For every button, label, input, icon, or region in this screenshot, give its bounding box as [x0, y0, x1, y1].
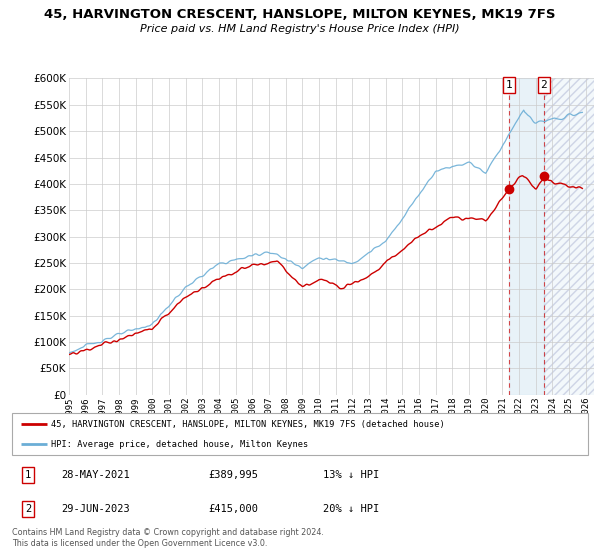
Text: 2: 2 [25, 504, 31, 514]
Bar [509, 78, 544, 395]
Text: 1: 1 [506, 80, 512, 90]
Bar [544, 78, 594, 395]
Text: 28-MAY-2021: 28-MAY-2021 [61, 470, 130, 480]
Text: 13% ↓ HPI: 13% ↓ HPI [323, 470, 379, 480]
Text: 29-JUN-2023: 29-JUN-2023 [61, 504, 130, 514]
Text: 20% ↓ HPI: 20% ↓ HPI [323, 504, 379, 514]
Text: 45, HARVINGTON CRESCENT, HANSLOPE, MILTON KEYNES, MK19 7FS: 45, HARVINGTON CRESCENT, HANSLOPE, MILTO… [44, 8, 556, 21]
Text: Price paid vs. HM Land Registry's House Price Index (HPI): Price paid vs. HM Land Registry's House … [140, 24, 460, 34]
Text: 1: 1 [25, 470, 31, 480]
Text: HPI: Average price, detached house, Milton Keynes: HPI: Average price, detached house, Milt… [51, 440, 308, 449]
Text: 45, HARVINGTON CRESCENT, HANSLOPE, MILTON KEYNES, MK19 7FS (detached house): 45, HARVINGTON CRESCENT, HANSLOPE, MILTO… [51, 420, 445, 429]
Bar [544, 78, 594, 395]
FancyBboxPatch shape [12, 413, 588, 455]
Text: 2: 2 [541, 80, 547, 90]
Text: £415,000: £415,000 [208, 504, 258, 514]
Text: £389,995: £389,995 [208, 470, 258, 480]
Text: Contains HM Land Registry data © Crown copyright and database right 2024.
This d: Contains HM Land Registry data © Crown c… [12, 528, 324, 548]
